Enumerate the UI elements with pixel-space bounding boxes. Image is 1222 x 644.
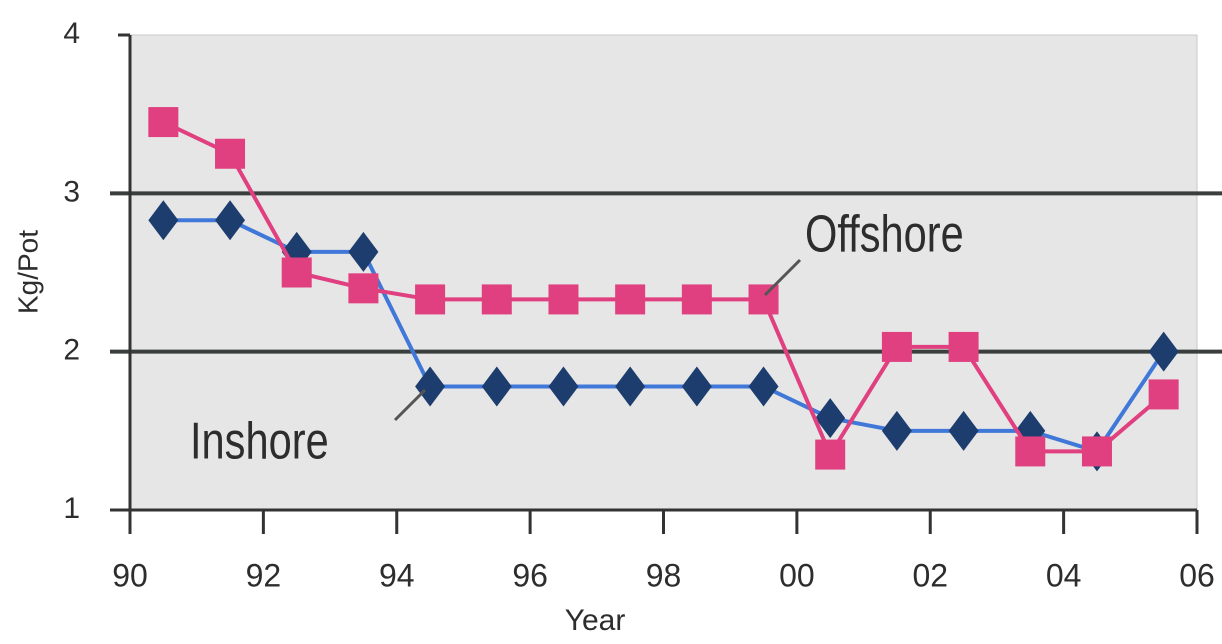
marker — [815, 398, 846, 439]
marker — [615, 284, 646, 315]
marker — [481, 284, 512, 315]
marker — [681, 284, 712, 315]
x-tick-label: 04 — [1046, 557, 1082, 593]
x-tick-label: 90 — [112, 557, 148, 593]
marker — [215, 200, 246, 241]
series-label: Inshore — [190, 411, 329, 470]
marker — [1148, 331, 1179, 372]
marker — [415, 366, 446, 407]
marker — [1148, 379, 1179, 410]
series-line — [162, 120, 1165, 459]
marker — [281, 257, 312, 288]
y-tick-label: 1 — [63, 492, 80, 525]
series-label: Offshore — [805, 204, 964, 263]
marker — [148, 200, 179, 241]
marker — [215, 138, 246, 169]
marker — [948, 331, 979, 362]
x-tick-label: 92 — [246, 557, 282, 593]
marker — [348, 231, 379, 272]
marker — [148, 107, 179, 138]
x-tick-label: 06 — [1179, 557, 1215, 593]
marker — [548, 284, 579, 315]
x-tick-label: 00 — [779, 557, 815, 593]
y-tick-label: 2 — [63, 334, 80, 367]
marker — [481, 366, 512, 407]
marker — [881, 331, 912, 362]
marker — [548, 366, 579, 407]
x-tick-label: 02 — [912, 557, 948, 593]
marker — [1015, 436, 1046, 467]
callout-arrow — [393, 388, 427, 422]
marker — [415, 284, 446, 315]
marker — [815, 439, 846, 470]
x-tick-label: 98 — [646, 557, 682, 593]
marker — [348, 273, 379, 304]
marker — [1081, 436, 1112, 467]
series-line — [163, 218, 1166, 454]
y-tick-label: 4 — [63, 17, 80, 50]
y-axis-label: Kg/Pot — [12, 230, 43, 314]
x-tick-label: 96 — [512, 557, 548, 593]
marker — [748, 284, 779, 315]
marker — [948, 410, 979, 451]
callout-arrow — [763, 258, 802, 297]
marker — [881, 410, 912, 451]
y-tick-label: 3 — [63, 175, 80, 208]
x-tick-label: 94 — [379, 557, 415, 593]
marker — [615, 366, 646, 407]
marker — [748, 366, 779, 407]
x-axis-label: Year — [565, 604, 626, 637]
marker — [681, 366, 712, 407]
